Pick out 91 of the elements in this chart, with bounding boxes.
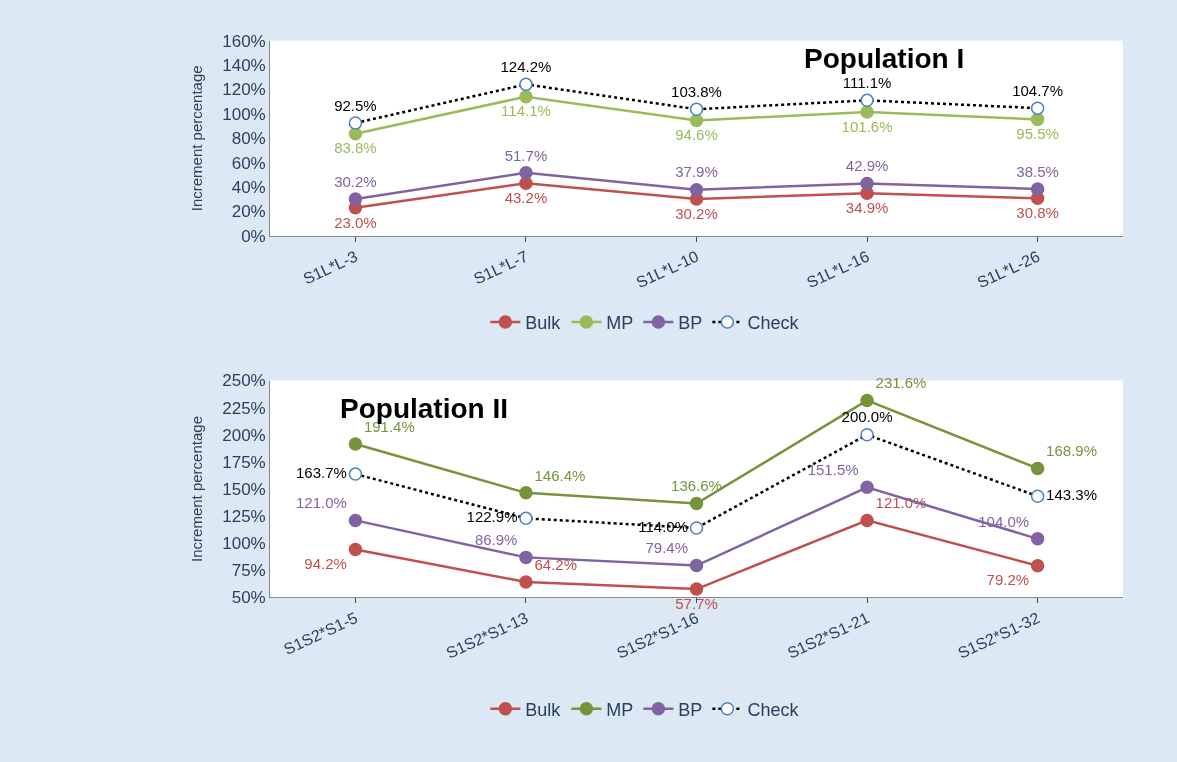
data-label: 114.0%: [638, 517, 689, 535]
point: [519, 575, 533, 589]
legend-label: BP: [678, 699, 703, 720]
data-label: 42.9%: [845, 157, 889, 175]
point: [519, 550, 533, 565]
y-tick-label: 100%: [222, 104, 266, 124]
point: [1030, 182, 1045, 196]
data-label: 114.1%: [501, 102, 551, 120]
data-label: 104.0%: [978, 512, 1030, 530]
point: [519, 166, 533, 180]
data-label: 101.6%: [841, 117, 893, 135]
point: [689, 113, 704, 128]
point: [1030, 532, 1045, 546]
y-tick-label: 75%: [231, 561, 266, 581]
chart-title: Population I: [804, 43, 965, 74]
point: [1030, 461, 1045, 476]
data-label: 86.9%: [474, 531, 518, 549]
data-label: 94.2%: [304, 555, 347, 573]
y-tick-label: 20%: [231, 202, 266, 222]
data-label: 168.9%: [1046, 442, 1097, 460]
point: [348, 437, 363, 451]
data-label: 163.7%: [296, 463, 347, 481]
y-tick-label: 140%: [222, 56, 266, 76]
data-label: 23.0%: [334, 213, 377, 231]
point: [348, 513, 363, 528]
legend-label: Bulk: [525, 312, 562, 333]
y-tick-label: 60%: [231, 153, 266, 173]
data-label: 64.2%: [534, 555, 578, 573]
data-label: 30.2%: [675, 204, 718, 222]
point: [689, 582, 704, 596]
point: [860, 105, 874, 119]
y-tick-label: 40%: [231, 178, 266, 198]
data-label: 38.5%: [1016, 162, 1059, 180]
data-label: 37.9%: [675, 163, 718, 181]
data-label: 30.8%: [1016, 204, 1059, 222]
data-label: 57.7%: [675, 594, 718, 612]
data-label: 79.4%: [645, 539, 689, 557]
data-label: 103.8%: [671, 83, 722, 101]
data-label: 95.5%: [1016, 125, 1059, 143]
y-tick-label: 120%: [222, 80, 266, 100]
data-label: 231.6%: [875, 374, 927, 392]
data-label: 146.4%: [534, 466, 586, 484]
data-label: 30.2%: [334, 172, 377, 190]
y-tick-label: 250%: [222, 371, 266, 391]
data-label: 122.9%: [466, 508, 518, 526]
data-label: 143.3%: [1046, 485, 1097, 503]
data-label: 124.2%: [500, 58, 552, 76]
point: [689, 496, 704, 511]
point: [519, 486, 533, 500]
y-axis-title: Increment percentage: [188, 415, 206, 562]
point: [519, 89, 533, 104]
legend-label: MP: [606, 312, 634, 333]
y-tick-label: 175%: [222, 452, 266, 472]
y-tick-label: 160%: [222, 31, 266, 51]
y-tick-label: 50%: [231, 588, 266, 608]
legend-label: Check: [747, 312, 800, 333]
data-label: 92.5%: [334, 96, 377, 114]
y-tick-label: 0%: [241, 226, 266, 246]
point: [348, 542, 363, 557]
data-label: 121.0%: [296, 494, 347, 512]
data-label: 151.5%: [807, 461, 859, 479]
data-label: 51.7%: [504, 146, 548, 164]
point: [689, 182, 704, 197]
data-label: 34.9%: [845, 199, 889, 217]
data-label: 43.2%: [504, 188, 548, 206]
data-label: 111.1%: [842, 74, 892, 92]
point: [689, 558, 704, 573]
data-label: 79.2%: [986, 571, 1030, 589]
point: [860, 480, 874, 495]
data-label: 200.0%: [841, 408, 893, 426]
y-tick-label: 225%: [222, 398, 266, 418]
point: [1030, 112, 1045, 127]
legend-label: BP: [678, 312, 703, 333]
data-label: 104.7%: [1012, 81, 1064, 99]
y-tick-label: 80%: [231, 129, 266, 149]
legend-label: Bulk: [525, 699, 562, 720]
data-label: 136.6%: [671, 477, 722, 495]
y-tick-label: 150%: [222, 479, 266, 499]
point: [860, 176, 874, 191]
y-axis-title: Increment percentage: [188, 65, 206, 212]
data-label: 83.8%: [334, 139, 377, 157]
y-tick-label: 100%: [222, 534, 266, 554]
data-label: 94.6%: [675, 126, 718, 144]
y-tick-label: 200%: [222, 425, 266, 445]
point: [1030, 558, 1045, 573]
point: [860, 393, 874, 408]
legend-label: MP: [606, 699, 634, 720]
legend-label: Check: [747, 699, 800, 720]
point: [348, 192, 363, 206]
y-tick-label: 125%: [222, 507, 266, 527]
point: [860, 513, 874, 528]
